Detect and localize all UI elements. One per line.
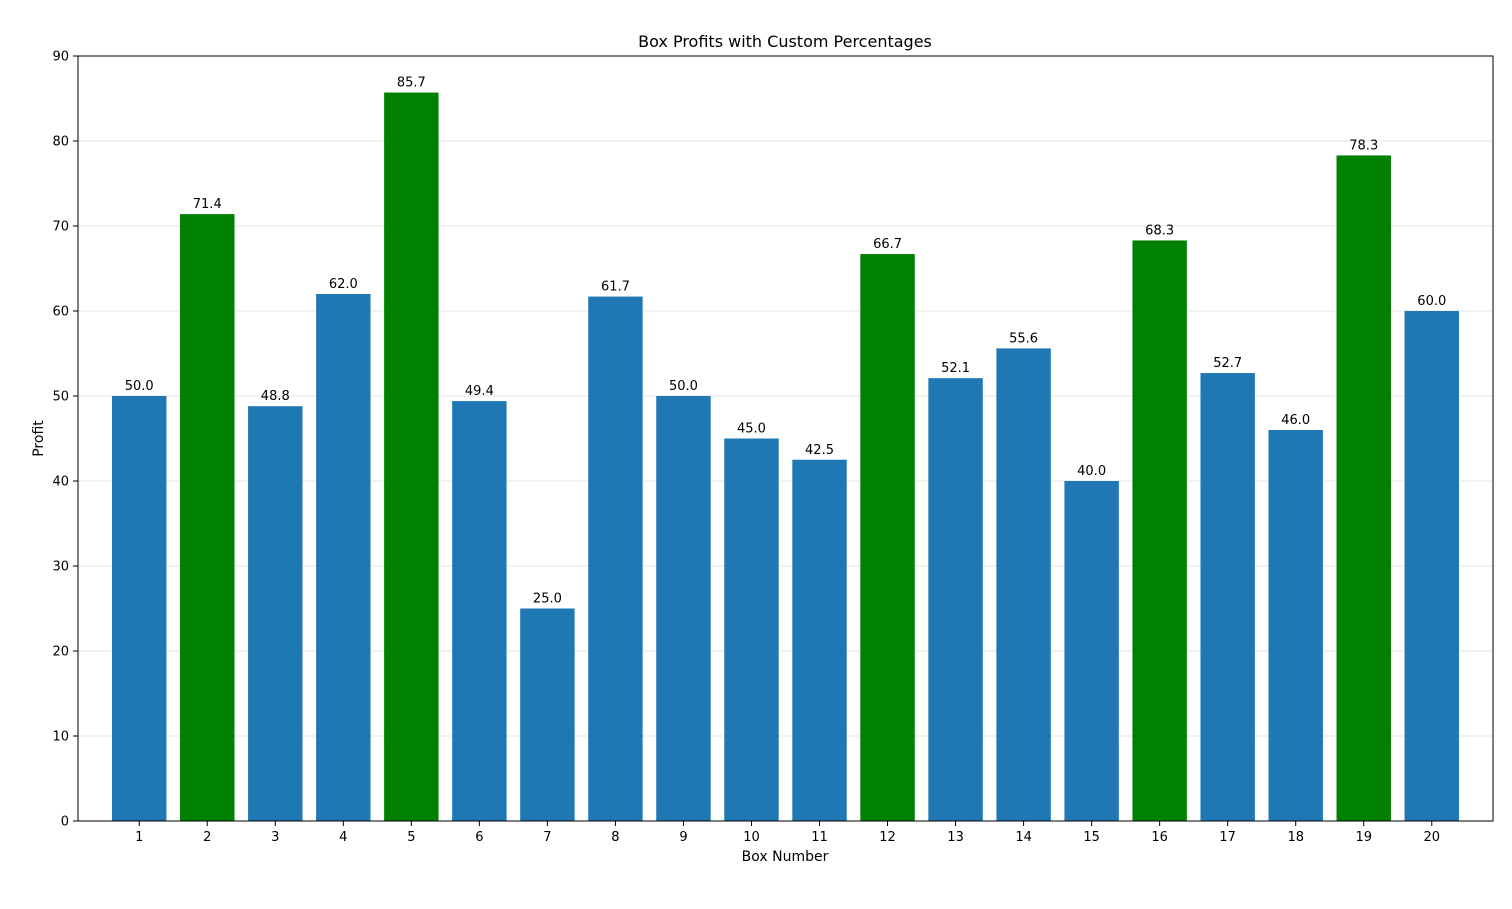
plot-frame <box>77 55 1494 822</box>
bar-10 <box>724 438 779 821</box>
bars <box>112 92 1459 822</box>
x-axis-ticks: 1 2 3 4 5 6 7 8 9 10 11 12 13 14 15 16 17 18 19 20 <box>135 821 1440 845</box>
data-label-20: 60.0 <box>1417 294 1446 309</box>
x-tick-label: 10 <box>743 830 760 845</box>
bar-5 <box>384 92 439 822</box>
bar-13 <box>928 378 983 821</box>
bar-14 <box>996 348 1051 821</box>
y-tick-label: 10 <box>52 730 69 745</box>
bar-3 <box>248 406 303 821</box>
x-tick-label: 13 <box>947 830 964 845</box>
x-tick-label: 12 <box>879 830 896 845</box>
x-tick-label: 1 <box>135 830 143 845</box>
data-labels: 50.0 71.4 48.8 62.0 85.7 49.4 25.0 61.7 50.0 45.0… <box>125 76 1447 607</box>
x-tick-label: 2 <box>203 830 211 845</box>
data-label-5: 85.7 <box>397 76 426 91</box>
bar-12 <box>860 254 915 822</box>
x-tick-label: 20 <box>1424 830 1441 845</box>
data-label-7: 25.0 <box>533 592 562 607</box>
bar-15 <box>1064 481 1119 821</box>
chart-title: Box Profits with Custom Percentages <box>638 32 932 51</box>
data-label-19: 78.3 <box>1349 138 1378 153</box>
x-tick-label: 17 <box>1219 830 1236 845</box>
bar-6 <box>452 401 507 821</box>
y-axis-label: Profit <box>31 420 47 457</box>
bar-19 <box>1336 155 1391 821</box>
bar-17 <box>1200 373 1255 821</box>
x-tick-label: 15 <box>1083 830 1100 845</box>
bar-9 <box>656 396 711 821</box>
data-label-18: 46.0 <box>1281 413 1310 428</box>
bar-11 <box>792 459 847 821</box>
y-tick-label: 80 <box>52 135 69 150</box>
data-label-14: 55.6 <box>1009 331 1038 346</box>
x-tick-label: 3 <box>271 830 279 845</box>
data-label-13: 52.1 <box>941 361 970 376</box>
data-label-17: 52.7 <box>1213 356 1242 371</box>
x-tick-label: 9 <box>679 830 687 845</box>
bar-2 <box>180 214 235 822</box>
data-label-4: 62.0 <box>329 277 358 292</box>
y-tick-label: 60 <box>52 305 69 320</box>
x-tick-label: 16 <box>1151 830 1168 845</box>
grid-lines <box>78 140 1493 737</box>
data-label-2: 71.4 <box>193 197 222 212</box>
y-tick-label: 30 <box>52 560 69 575</box>
bar-18 <box>1268 430 1323 821</box>
data-label-10: 45.0 <box>737 422 766 437</box>
data-label-8: 61.7 <box>601 280 630 295</box>
x-tick-label: 7 <box>543 830 551 845</box>
x-tick-label: 19 <box>1355 830 1372 845</box>
data-label-9: 50.0 <box>669 379 698 394</box>
x-axis-label: Box Number <box>742 849 829 865</box>
bar-4 <box>316 294 371 821</box>
data-label-15: 40.0 <box>1077 464 1106 479</box>
y-tick-label: 50 <box>52 390 69 405</box>
x-tick-label: 5 <box>407 830 415 845</box>
y-tick-label: 70 <box>52 220 69 235</box>
x-tick-label: 6 <box>475 830 483 845</box>
bar-16 <box>1132 240 1187 821</box>
bar-1 <box>112 396 167 821</box>
data-label-12: 66.7 <box>873 237 902 252</box>
data-label-16: 68.3 <box>1145 223 1174 238</box>
bar-7 <box>520 608 575 821</box>
x-tick-label: 14 <box>1015 830 1032 845</box>
y-axis-ticks: 0 10 20 30 40 50 60 70 80 90 <box>52 50 78 830</box>
y-tick-label: 90 <box>52 50 69 65</box>
data-label-6: 49.4 <box>465 384 494 399</box>
y-tick-label: 0 <box>61 815 69 830</box>
data-label-3: 48.8 <box>261 389 290 404</box>
x-tick-label: 18 <box>1287 830 1304 845</box>
data-label-11: 42.5 <box>805 443 834 458</box>
x-tick-label: 11 <box>811 830 828 845</box>
data-label-1: 50.0 <box>125 379 154 394</box>
bar-20 <box>1404 311 1459 821</box>
y-tick-label: 40 <box>52 475 69 490</box>
bar-8 <box>588 296 643 821</box>
y-tick-label: 20 <box>52 645 69 660</box>
x-tick-label: 8 <box>611 830 619 845</box>
x-tick-label: 4 <box>339 830 347 845</box>
